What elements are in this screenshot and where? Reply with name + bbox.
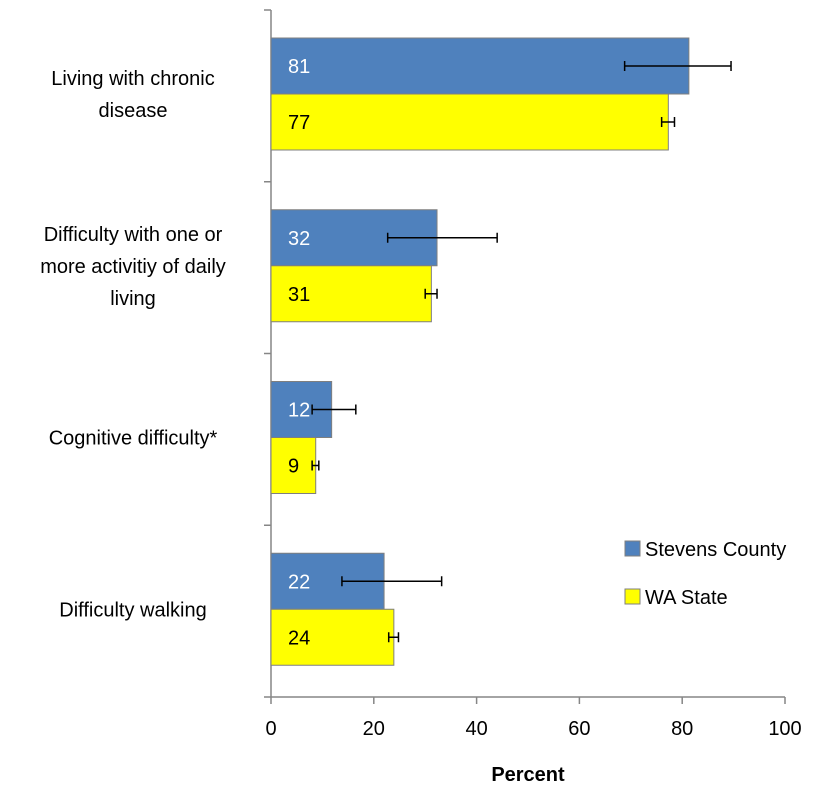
bars-layer [270,37,690,666]
x-tick-label: 0 [265,718,276,740]
category-label: Difficulty with one or more activitiy of … [40,224,226,310]
data-label: 9 [288,456,299,478]
category-labels: Living with chronic disease Difficulty wit… [40,68,226,621]
x-tick-label: 40 [465,718,487,740]
category-label: Difficulty walking [59,599,206,621]
legend-swatch [624,588,641,605]
category-label: Living with chronic disease [51,68,214,122]
x-tick-label: 80 [671,718,693,740]
bar [270,437,317,494]
x-tick-label: 20 [363,718,385,740]
data-label: 31 [288,284,310,306]
category-label: Cognitive difficulty* [49,428,218,450]
data-label: 12 [288,400,310,422]
legend-label: Stevens County [645,539,786,561]
data-label: 77 [288,112,310,134]
legend-label: WA State [645,587,728,609]
x-axis-ticks: 0 20 40 60 80 100 [265,697,802,740]
x-axis-title: Percent [491,764,565,786]
legend: Stevens County WA State [624,539,786,609]
category-label-line: Difficulty with one or [44,224,223,246]
category-label-line: Living with chronic [51,68,214,90]
bar [270,265,432,323]
data-label: 81 [288,56,310,78]
x-tick-label: 100 [768,718,801,740]
error-bars-layer [311,61,732,643]
data-labels-layer: 81 77 32 31 12 9 22 24 [288,56,310,649]
data-label: 24 [288,627,310,649]
x-tick-label: 60 [568,718,590,740]
data-label: 22 [288,571,310,593]
category-label-line: Cognitive difficulty* [49,428,218,450]
category-label-line: disease [99,100,168,122]
category-label-line: more activitiy of daily [40,256,226,278]
data-label: 32 [288,228,310,250]
legend-swatch [624,540,641,557]
category-label-line: living [110,288,156,310]
bar [270,93,669,151]
category-label-line: Difficulty walking [59,599,206,621]
